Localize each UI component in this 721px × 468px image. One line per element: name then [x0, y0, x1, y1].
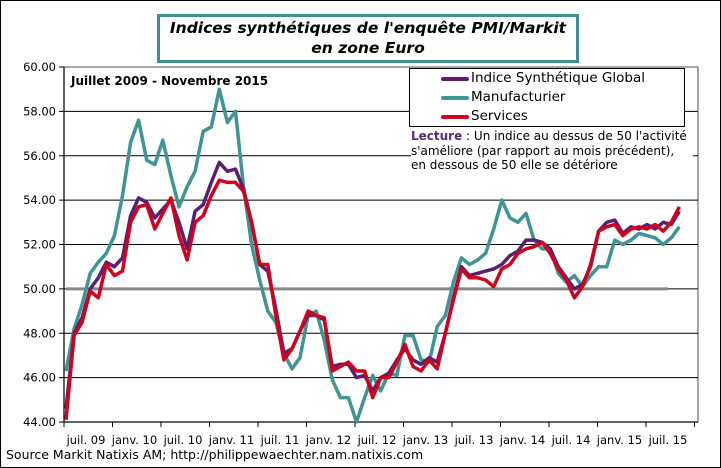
x-tick-label: juil. 11 — [260, 433, 300, 447]
y-tick-label: 54.00 — [23, 193, 56, 207]
y-tick-label: 58.00 — [23, 104, 56, 118]
legend-label: Services — [471, 108, 528, 124]
y-tick-label: 56.00 — [23, 149, 56, 163]
x-tick-label: janv. 11 — [208, 433, 254, 447]
x-tick-label: juil. 12 — [357, 433, 397, 447]
lecture-label: Lecture — [411, 129, 463, 143]
lecture-text: : Un indice au dessus de 50 l'activité s… — [411, 129, 687, 172]
series-line-services — [64, 178, 681, 420]
legend: Indice Synthétique Global Manufacturier … — [409, 68, 685, 127]
legend-label: Manufacturier — [471, 89, 566, 105]
title-line-1: Indices synthétiques de l'enquête PMI/Ma… — [169, 19, 567, 37]
series-line-indice-synth-tique-global — [64, 160, 681, 409]
legend-swatch-manufacturier — [441, 96, 469, 100]
legend-label: Indice Synthétique Global — [471, 70, 645, 86]
y-tick-label: 60.00 — [23, 60, 56, 74]
x-tick-label: janv. 10 — [111, 433, 157, 447]
legend-swatch-global — [441, 77, 469, 81]
x-tick-label: janv. 15 — [596, 433, 642, 447]
y-tick-label: 50.00 — [23, 282, 56, 296]
x-tick-label: juil. 10 — [163, 433, 203, 447]
chart-title: Indices synthétiques de l'enquête PMI/Ma… — [157, 14, 579, 63]
title-line-2: en zone Euro — [311, 39, 425, 57]
x-tick-label: janv. 12 — [305, 433, 351, 447]
x-tick-label: juil. 14 — [551, 433, 591, 447]
legend-swatch-services — [441, 115, 469, 119]
y-tick-label: 44.00 — [23, 415, 56, 429]
lecture-note: Lecture : Un indice au dessus de 50 l'ac… — [411, 129, 693, 173]
x-tick-label: juil. 15 — [648, 433, 688, 447]
x-tick-label: janv. 14 — [499, 433, 545, 447]
x-tick-label: janv. 13 — [402, 433, 448, 447]
x-tick-label: juil. 13 — [454, 433, 494, 447]
chart-subtitle: Juillet 2009 - Novembre 2015 — [71, 74, 269, 88]
x-tick-label: juil. 09 — [66, 433, 106, 447]
y-tick-label: 48.00 — [23, 326, 56, 340]
source-note: Source Markit Natixis AM; http://philipp… — [6, 447, 424, 462]
y-tick-label: 52.00 — [23, 238, 56, 252]
y-tick-label: 46.00 — [23, 371, 56, 385]
series-line-manufacturier — [64, 87, 681, 424]
